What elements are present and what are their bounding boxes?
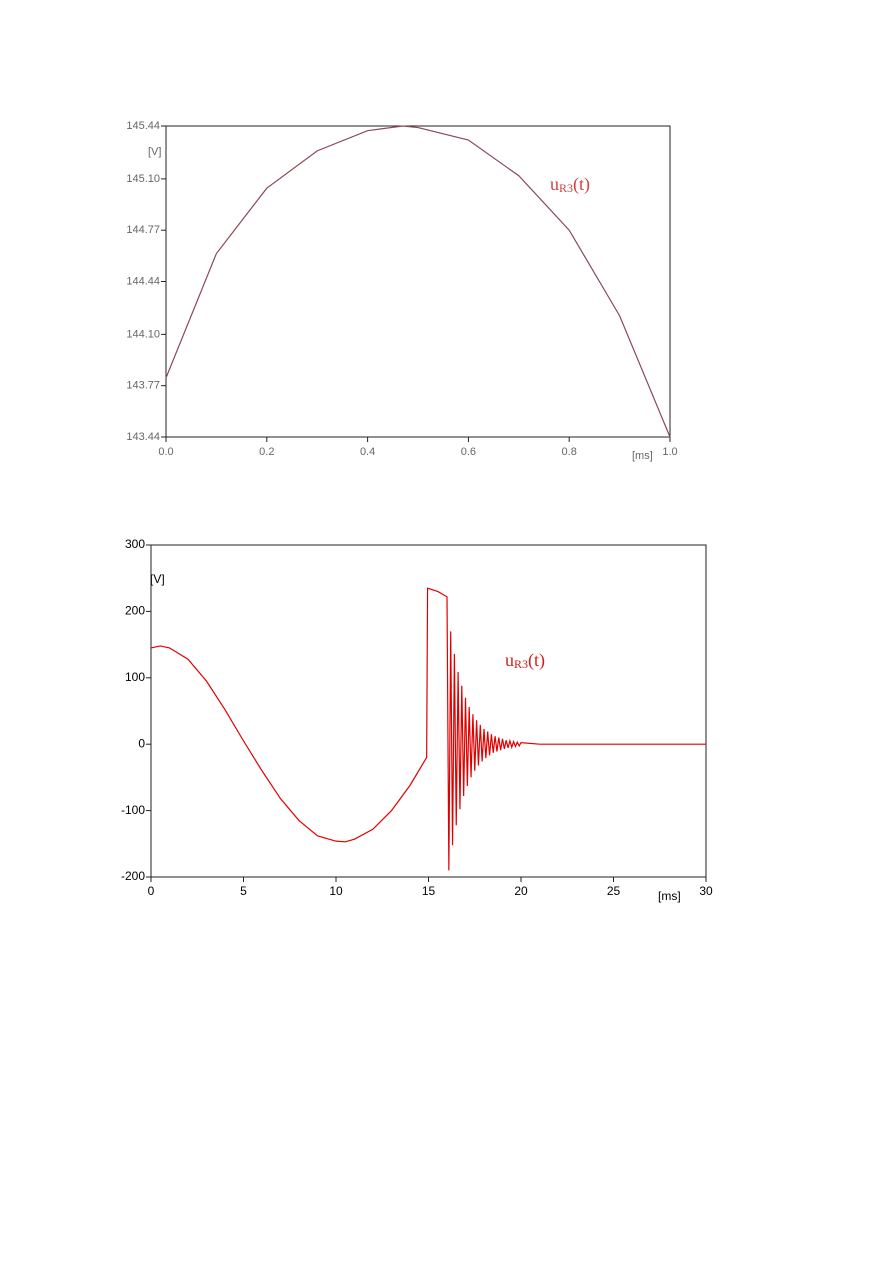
x-tick-label: 0.4 [360,446,375,458]
data-line [165,125,671,438]
y-tick-label: 143.44 [126,431,160,443]
x-unit: [ms] [658,889,681,903]
chart: -200 -100 0 100 200 300 0 5 10 15 20 25 30 [V] [ms] uR3… [121,537,713,903]
y-tick-label: 200 [125,604,145,618]
chart: 143.44 143.77 144.10 144.44 144.77 145.10 145.… [126,120,677,462]
y-unit: [V] [150,572,165,586]
y-tick-label: 143.77 [126,380,160,392]
annotation-sub: R3 [514,657,528,671]
y-tick-label: 144.77 [126,224,160,236]
data-line [150,587,706,871]
annotation-main: u [550,174,559,194]
annotation-main: u [505,650,514,670]
annotation-tail: (t) [528,650,545,671]
plot-frame [165,125,671,438]
x-tick-label: 25 [607,884,621,898]
y-tick-label: 145.44 [126,120,160,132]
x-tick-label: 20 [514,884,528,898]
y-tick-label: -100 [121,803,145,817]
annotation: uR3(t) [550,174,590,195]
y-tick-label: 144.44 [126,275,160,287]
y-tick-label: 100 [125,670,145,684]
x-tick-label: 30 [699,884,713,898]
x-tick-label: 5 [240,884,247,898]
plot-frame [150,544,707,878]
x-tick-label: 0.2 [259,446,274,458]
annotation: uR3(t) [505,650,545,671]
y-tick-label: 0 [138,736,145,750]
x-tick-label: 0 [148,884,155,898]
x-tick-label: 0.0 [158,446,173,458]
x-tick-label: 0.8 [562,446,577,458]
x-tick-label: 1.0 [662,446,677,458]
y-tick-label: 144.10 [126,328,160,340]
annotation-sub: R3 [559,181,573,195]
annotation-tail: (t) [573,174,590,195]
y-tick-label: 145.10 [126,173,160,185]
y-tick-label: 300 [125,537,145,551]
y-tick-label: -200 [121,869,145,883]
x-tick-label: 10 [329,884,343,898]
y-unit: [V] [148,146,161,158]
x-tick-label: 0.6 [461,446,476,458]
x-unit: [ms] [632,450,653,462]
x-tick-label: 15 [422,884,436,898]
